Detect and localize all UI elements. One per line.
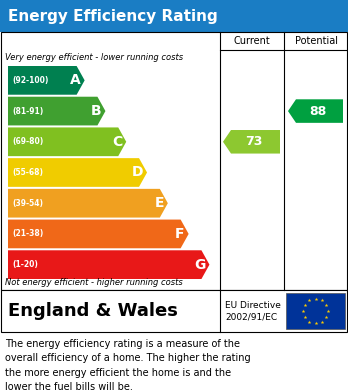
- Text: B: B: [91, 104, 101, 118]
- Text: F: F: [175, 227, 185, 241]
- Text: D: D: [132, 165, 143, 179]
- Text: 88: 88: [309, 104, 326, 118]
- Bar: [1, 290, 347, 332]
- Polygon shape: [8, 250, 209, 279]
- Text: Very energy efficient - lower running costs: Very energy efficient - lower running co…: [5, 53, 183, 62]
- Text: A: A: [70, 74, 81, 87]
- Text: (55-68): (55-68): [12, 168, 43, 177]
- Text: Energy Efficiency Rating: Energy Efficiency Rating: [8, 9, 218, 23]
- Bar: [286, 293, 345, 329]
- Polygon shape: [288, 99, 343, 123]
- Bar: [0, 0, 348, 32]
- Text: England & Wales: England & Wales: [8, 302, 178, 320]
- Text: (92-100): (92-100): [12, 76, 48, 85]
- Polygon shape: [8, 158, 147, 187]
- Text: (69-80): (69-80): [12, 137, 43, 146]
- Text: E: E: [155, 196, 164, 210]
- Polygon shape: [8, 220, 189, 248]
- Text: (1-20): (1-20): [12, 260, 38, 269]
- Text: Potential: Potential: [294, 36, 338, 46]
- Polygon shape: [8, 189, 168, 217]
- Polygon shape: [8, 97, 105, 126]
- Polygon shape: [223, 130, 280, 154]
- Polygon shape: [8, 66, 85, 95]
- Text: Current: Current: [234, 36, 270, 46]
- Polygon shape: [8, 127, 126, 156]
- Text: (21-38): (21-38): [12, 230, 43, 239]
- Text: C: C: [112, 135, 122, 149]
- Text: (39-54): (39-54): [12, 199, 43, 208]
- Text: (81-91): (81-91): [12, 107, 43, 116]
- Text: G: G: [194, 258, 205, 272]
- Text: EU Directive
2002/91/EC: EU Directive 2002/91/EC: [225, 301, 281, 321]
- Bar: [1, 32, 347, 290]
- Text: The energy efficiency rating is a measure of the
overall efficiency of a home. T: The energy efficiency rating is a measur…: [5, 339, 251, 391]
- Text: Not energy efficient - higher running costs: Not energy efficient - higher running co…: [5, 278, 183, 287]
- Text: 73: 73: [245, 135, 262, 148]
